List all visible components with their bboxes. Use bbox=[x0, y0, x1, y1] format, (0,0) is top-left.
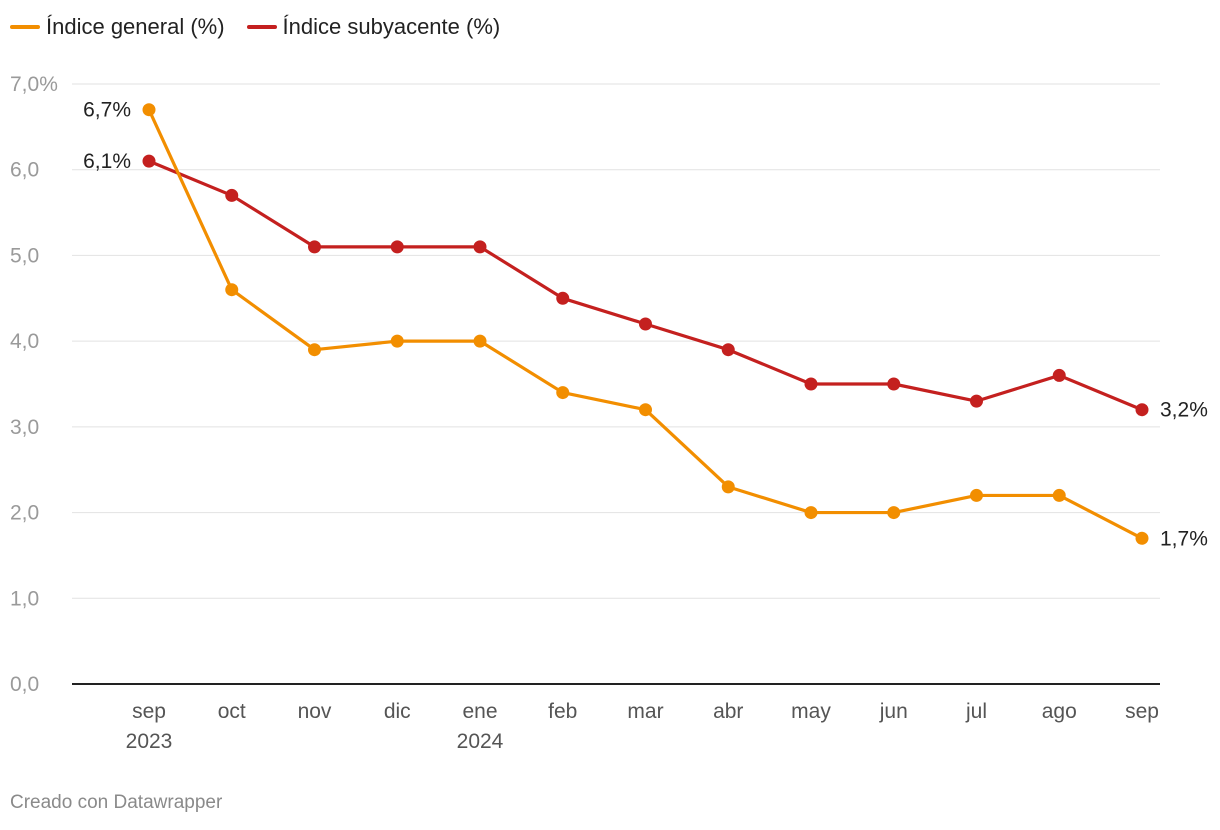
x-tick-year-0: 2023 bbox=[126, 730, 173, 753]
series-0-point-8 bbox=[804, 506, 818, 520]
legend-item-general: Índice general (%) bbox=[10, 14, 225, 40]
series-0-point-6 bbox=[639, 403, 652, 417]
x-tick-label-10: jul bbox=[965, 700, 987, 723]
x-tick-label-0: sep bbox=[132, 700, 166, 723]
y-tick-label-0: 0,0 bbox=[10, 673, 39, 696]
series-0-point-1 bbox=[225, 283, 239, 297]
series-0-point-7 bbox=[721, 480, 735, 494]
series-1-point-12 bbox=[1135, 403, 1149, 417]
x-tick-label-9: jun bbox=[879, 700, 908, 723]
series-1-point-9 bbox=[887, 377, 901, 391]
series-0-start-label: 6,7% bbox=[83, 99, 131, 122]
y-tick-label-4: 4,0 bbox=[10, 330, 39, 353]
series-1-point-1 bbox=[225, 188, 239, 202]
x-tick-label-4: ene bbox=[462, 700, 497, 723]
series-0-point-9 bbox=[887, 506, 901, 520]
y-tick-label-3: 3,0 bbox=[10, 416, 39, 439]
legend-item-subyacente: Índice subyacente (%) bbox=[246, 14, 501, 40]
x-tick-year-4: 2024 bbox=[457, 730, 504, 753]
series-1-point-0 bbox=[142, 154, 156, 168]
line-chart: 0,0 1,0 2,0 3,0 4,0 5,0 6,0 7,0% sep 2023 oct nov di… bbox=[10, 73, 1208, 753]
series-1-end-label: 3,2% bbox=[1160, 399, 1208, 422]
y-tick-label-5: 5,0 bbox=[10, 244, 39, 267]
series-1-point-10 bbox=[970, 394, 983, 408]
x-tick-label-8: may bbox=[791, 700, 831, 723]
x-tick-label-1: oct bbox=[218, 700, 246, 723]
legend-label-general: Índice general (%) bbox=[46, 14, 225, 39]
legend: Índice general (%) Índice subyacente (%) bbox=[10, 14, 500, 40]
y-tick-label-1: 1,0 bbox=[10, 587, 39, 610]
series-1-point-3 bbox=[390, 240, 404, 254]
legend-swatch-subyacente bbox=[246, 25, 277, 29]
x-tick-label-6: mar bbox=[627, 700, 663, 723]
y-tick-label-6: 6,0 bbox=[10, 159, 39, 182]
series-1-start-label: 6,1% bbox=[83, 150, 131, 173]
x-tick-label-5: feb bbox=[548, 700, 577, 723]
series-0-point-12 bbox=[1135, 531, 1149, 545]
footer-credit: Creado con Datawrapper bbox=[10, 792, 223, 813]
x-tick-label-12: sep bbox=[1125, 700, 1159, 723]
x-tick-label-7: abr bbox=[713, 700, 743, 723]
series-1-point-2 bbox=[308, 240, 321, 254]
series-0-point-3 bbox=[390, 334, 404, 348]
series-0-point-10 bbox=[970, 488, 983, 502]
x-tick-label-11: ago bbox=[1042, 700, 1077, 723]
y-tick-label-2: 2,0 bbox=[10, 502, 39, 525]
series-1-point-6 bbox=[639, 317, 652, 331]
series-0-point-0 bbox=[142, 103, 156, 117]
series-0-point-4 bbox=[473, 334, 487, 348]
series-1-point-5 bbox=[556, 291, 570, 305]
series-0-point-2 bbox=[308, 343, 321, 357]
y-tick-label-7: 7,0% bbox=[10, 73, 58, 96]
series-line-1 bbox=[147, 159, 1144, 412]
x-tick-label-2: nov bbox=[298, 700, 332, 723]
legend-label-subyacente: Índice subyacente (%) bbox=[282, 14, 501, 39]
series-0-point-11 bbox=[1052, 488, 1066, 502]
series-0-point-5 bbox=[556, 386, 570, 400]
series-1-point-11 bbox=[1052, 368, 1066, 382]
series-1-point-8 bbox=[804, 377, 818, 391]
series-1-point-7 bbox=[721, 343, 735, 357]
legend-swatch-general bbox=[10, 25, 40, 29]
series-1-point-4 bbox=[473, 240, 487, 254]
x-tick-label-3: dic bbox=[384, 700, 411, 723]
series-0-end-label: 1,7% bbox=[1160, 527, 1208, 550]
